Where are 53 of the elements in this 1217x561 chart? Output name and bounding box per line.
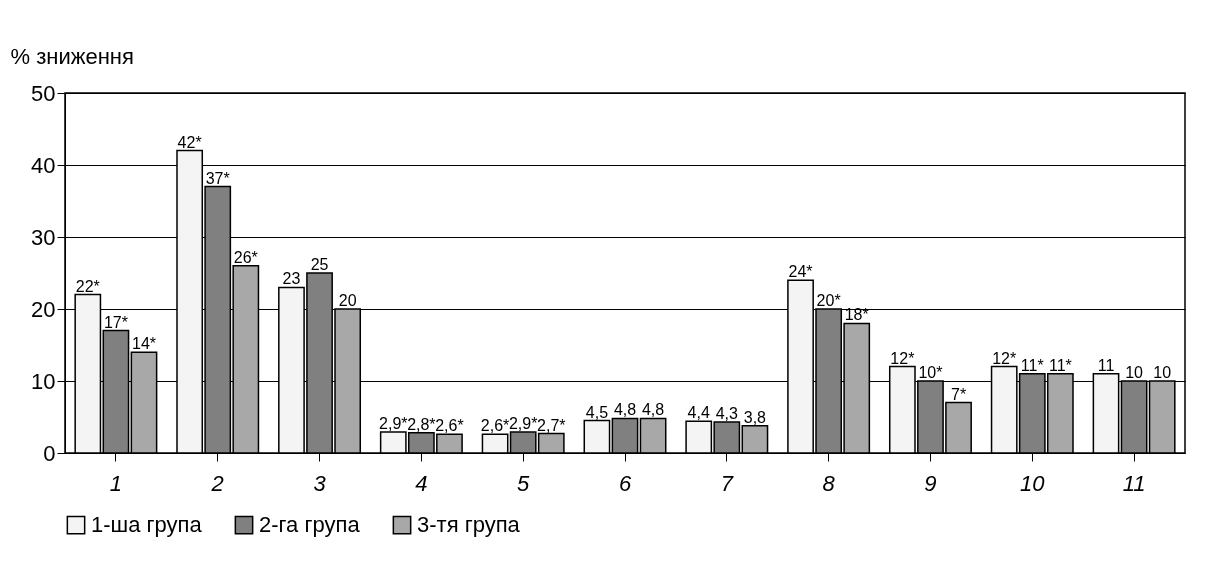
data-label: 2,8*	[407, 415, 436, 433]
data-label: 17*	[103, 313, 128, 331]
y-tick-label: 50	[31, 80, 56, 106]
x-tick-label: 9	[924, 470, 937, 496]
data-label: 12*	[992, 349, 1017, 367]
data-label: 2,9*	[379, 415, 408, 433]
data-label: 25	[310, 256, 329, 273]
y-tick-label: 40	[31, 152, 56, 178]
data-label: 12*	[890, 349, 915, 367]
data-label: 2,9*	[508, 415, 538, 433]
y-tick-label: 10	[31, 368, 56, 394]
data-label: 11*	[1020, 356, 1044, 374]
data-label: 4,5	[585, 403, 609, 421]
data-label: 2,6*	[435, 417, 464, 435]
data-label: 23	[282, 270, 301, 288]
data-label: 10*	[918, 364, 943, 381]
x-tick-label: 8	[822, 470, 836, 496]
x-tick-label: 3	[313, 470, 327, 496]
data-label: 11	[1097, 356, 1115, 374]
data-label: 14*	[131, 335, 157, 353]
data-label: 26*	[233, 248, 258, 266]
x-tick-label: 5	[517, 470, 531, 496]
legend-label: 1-ша група	[91, 512, 203, 538]
data-label: 3,8	[743, 408, 767, 426]
data-label: 4,3	[715, 405, 739, 423]
data-label: 4,4	[687, 404, 710, 422]
x-tick-label: 4	[415, 470, 428, 496]
legend-label: 3-тя група	[417, 512, 521, 538]
legend-label: 2-га група	[259, 512, 361, 538]
y-tick-label: 30	[31, 224, 56, 250]
data-label: 11*	[1048, 356, 1072, 374]
data-label: 42*	[177, 133, 202, 151]
data-label: 7*	[950, 385, 967, 403]
y-tick-label: 0	[43, 440, 56, 466]
data-label: 24*	[788, 263, 813, 281]
data-label: 20	[338, 292, 357, 309]
data-label: 2,7*	[537, 416, 566, 434]
data-label: 4,8	[613, 401, 637, 419]
data-label: 37*	[205, 169, 230, 187]
x-tick-label: 11	[1122, 470, 1146, 496]
x-tick-label: 1	[109, 470, 123, 496]
data-label: 4,8	[641, 401, 665, 419]
data-label: 10	[1125, 364, 1144, 381]
data-label: 22*	[75, 277, 100, 295]
data-label: 2,6*	[480, 417, 510, 435]
data-label: 20*	[816, 292, 841, 309]
x-tick-label: 7	[720, 470, 734, 496]
y-tick-label: 20	[31, 296, 56, 322]
x-tick-label: 10	[1020, 470, 1046, 496]
y-axis-title: % зниження	[10, 43, 134, 69]
x-tick-label: 6	[618, 470, 632, 496]
x-tick-label: 2	[210, 470, 224, 496]
data-label: 10	[1153, 364, 1172, 381]
